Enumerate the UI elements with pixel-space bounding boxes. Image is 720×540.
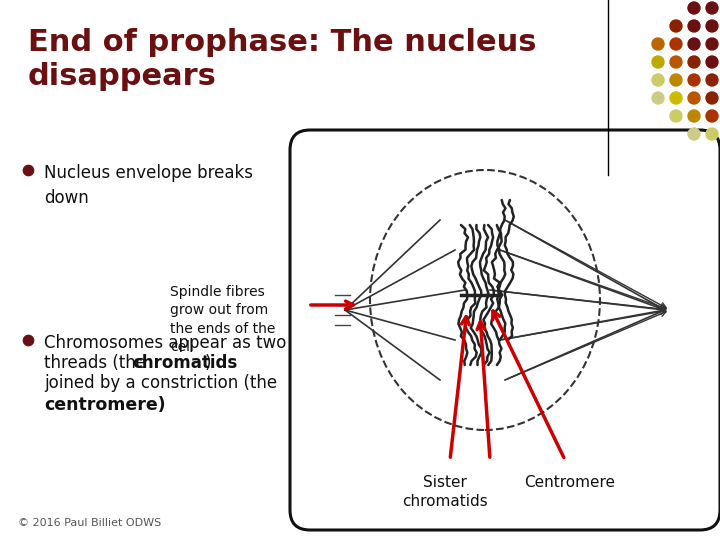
Circle shape [688,20,700,32]
Text: chromatids: chromatids [132,354,238,372]
Text: ): ) [205,354,212,372]
Circle shape [670,92,682,104]
Text: Sister
chromatids: Sister chromatids [402,475,488,509]
Circle shape [688,128,700,140]
Circle shape [652,74,664,86]
Text: disappears: disappears [28,62,217,91]
Circle shape [670,74,682,86]
Text: joined by a constriction (the: joined by a constriction (the [44,374,277,392]
Circle shape [706,74,718,86]
Circle shape [706,110,718,122]
Point [22,336,34,345]
Text: centromere): centromere) [44,396,166,414]
Text: © 2016 Paul Billiet ODWS: © 2016 Paul Billiet ODWS [18,518,161,528]
Text: Centromere: Centromere [524,475,616,490]
Circle shape [652,56,664,68]
Circle shape [706,20,718,32]
Circle shape [688,74,700,86]
Circle shape [688,110,700,122]
FancyBboxPatch shape [290,130,720,530]
Circle shape [688,56,700,68]
Text: Spindle fibres
grow out from
the ends of the
cell: Spindle fibres grow out from the ends of… [170,285,275,354]
Circle shape [670,38,682,50]
Circle shape [706,2,718,14]
Circle shape [688,2,700,14]
Circle shape [688,38,700,50]
Circle shape [688,92,700,104]
Text: Nucleus envelope breaks
down: Nucleus envelope breaks down [44,164,253,207]
Circle shape [670,20,682,32]
Circle shape [706,128,718,140]
Circle shape [706,56,718,68]
Text: End of prophase: The nucleus: End of prophase: The nucleus [28,28,536,57]
Point [22,166,34,174]
Circle shape [652,92,664,104]
Text: threads (the: threads (the [44,354,151,372]
Circle shape [652,38,664,50]
Circle shape [670,56,682,68]
Circle shape [706,92,718,104]
Circle shape [670,110,682,122]
Circle shape [706,38,718,50]
Text: Chromosomes appear as two: Chromosomes appear as two [44,334,287,352]
